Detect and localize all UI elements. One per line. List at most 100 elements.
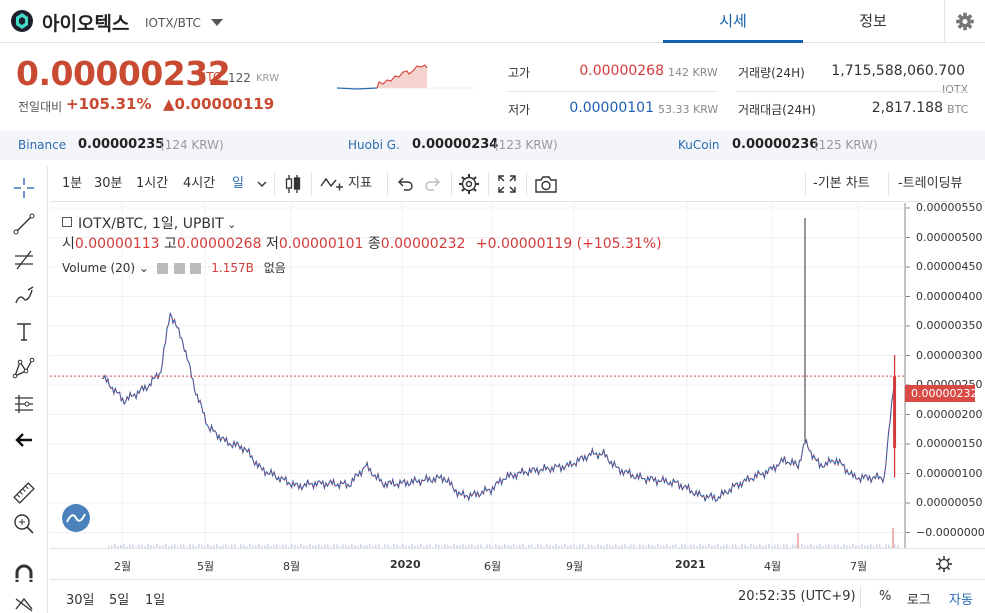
interval-day[interactable]: 일 [232,176,244,191]
x-tick-label: 8월 [283,560,301,573]
toolbar-divider [387,172,388,196]
indicators-icon[interactable] [320,174,344,194]
volume-bar [405,545,407,548]
indicators-button[interactable]: 지표 [348,176,372,191]
volume-bar [213,545,215,548]
ref-exchange-name[interactable]: Huobi G. [348,138,400,152]
volume-bar [195,546,197,548]
close-icon[interactable] [190,263,202,274]
y-tick-label: 0.00000150 [916,437,983,450]
interval-1m[interactable]: 1분 [62,176,83,191]
toolbar-divider [860,586,861,608]
range-1d[interactable]: 1일 [145,593,166,608]
zoom-in-icon[interactable] [0,506,48,542]
gear-icon[interactable] [173,263,185,274]
undo-icon[interactable] [396,175,414,193]
ref-exchange-name[interactable]: Binance [18,138,67,152]
eye-icon[interactable] [156,263,168,274]
volume-bar [216,544,218,548]
current-price-krw: 122 [228,71,251,85]
x-tick-label: 4월 [764,560,782,573]
percent-toggle[interactable]: % [879,589,892,604]
interval-1h[interactable]: 1시간 [136,176,169,191]
brush-icon[interactable] [0,278,48,314]
camera-icon[interactable] [534,174,558,194]
chevron-down-icon[interactable]: ⌄ [223,218,237,231]
volume-bar [228,546,230,548]
volume-bar [510,545,512,548]
gear-icon[interactable] [944,0,985,43]
volume-bar [456,545,458,548]
volume-bar [696,546,698,548]
chevron-down-icon[interactable] [211,19,223,26]
crosshair-icon[interactable] [0,170,48,206]
volume-bar [201,545,203,548]
eraser-icon[interactable] [0,591,48,613]
ohlc-change: +0.00000119 (+105.31%) [475,236,662,252]
range-30d[interactable]: 30일 [66,593,95,608]
range-5d[interactable]: 5일 [109,593,130,608]
volume-bar [351,544,353,548]
ruler-icon[interactable] [0,475,48,511]
chart-toolbar: 1분 30분 1시간 4시간 일 지표 -기본 차트 -트레이딩뷰 [50,166,985,202]
volume-bar [888,544,890,548]
volume-bar [162,545,164,548]
volume-bar [687,546,689,548]
volume-bar [717,544,719,548]
redo-icon[interactable] [424,175,442,193]
volume-bar [741,544,743,548]
volume-bar [462,544,464,548]
volume-bar [738,546,740,548]
volume-bar [315,545,317,548]
volume-bar [321,546,323,548]
axis-settings-icon[interactable] [935,555,953,573]
back-arrow-icon[interactable] [0,422,48,458]
clock[interactable]: 20:52:35 (UTC+9) [738,589,856,604]
volume-bar [537,544,539,548]
settings-icon[interactable] [458,173,480,195]
auto-toggle[interactable]: 자동 [949,593,973,608]
prediction-icon[interactable] [0,386,48,422]
fullscreen-icon[interactable] [497,174,517,194]
tab-sise[interactable]: 시세 [663,0,803,43]
interval-4h[interactable]: 4시간 [183,176,216,191]
time-axis[interactable]: 2월 5월 8월 2020 6월 9월 2021 4월 7월 [50,548,985,578]
tab-info[interactable]: 정보 [859,12,887,30]
volume-bar [363,545,365,548]
watermark-logo-icon[interactable] [62,504,90,532]
volume-bar [579,544,581,548]
chevron-down-icon[interactable] [256,179,268,189]
fib-icon[interactable] [0,242,48,278]
log-toggle[interactable]: 로그 [907,593,931,608]
ref-exchange-name[interactable]: KuCoin [678,138,720,152]
magnet-icon[interactable] [0,556,48,592]
volume-bar [207,544,209,548]
price-line-up [101,312,895,502]
drawing-toolbar [0,166,48,613]
volume-bar [789,546,791,548]
candle-style-icon[interactable] [284,173,302,195]
pattern-icon[interactable] [0,350,48,386]
volume-bar [797,533,799,548]
volume-bar [264,545,266,548]
volume-bar [441,546,443,548]
tradingview-button[interactable]: -트레이딩뷰 [898,176,963,191]
volume-bar [267,544,269,548]
y-tick-label: 0.00000500 [916,230,983,244]
volume-bar [600,545,602,548]
volume-bar [633,544,635,548]
collapse-icon[interactable] [62,217,72,227]
volume-bar [561,545,563,548]
basic-chart-button[interactable]: -기본 차트 [813,176,870,191]
volume-bar [825,544,827,548]
ohlc-open-value: 0.00000113 [74,236,160,252]
price-chart[interactable]: IOTX/BTC, 1일, UPBIT ⌄ 시0.00000113 고0.000… [50,201,985,548]
text-tool-icon[interactable] [0,314,48,350]
trend-line-icon[interactable] [0,206,48,242]
stat-divider [508,91,718,92]
interval-30m[interactable]: 30분 [94,176,123,191]
chevron-down-icon[interactable]: ⌄ [135,261,149,275]
volume-bar [498,544,500,548]
volume-bar [804,545,806,548]
chart-canvas[interactable] [50,203,985,548]
